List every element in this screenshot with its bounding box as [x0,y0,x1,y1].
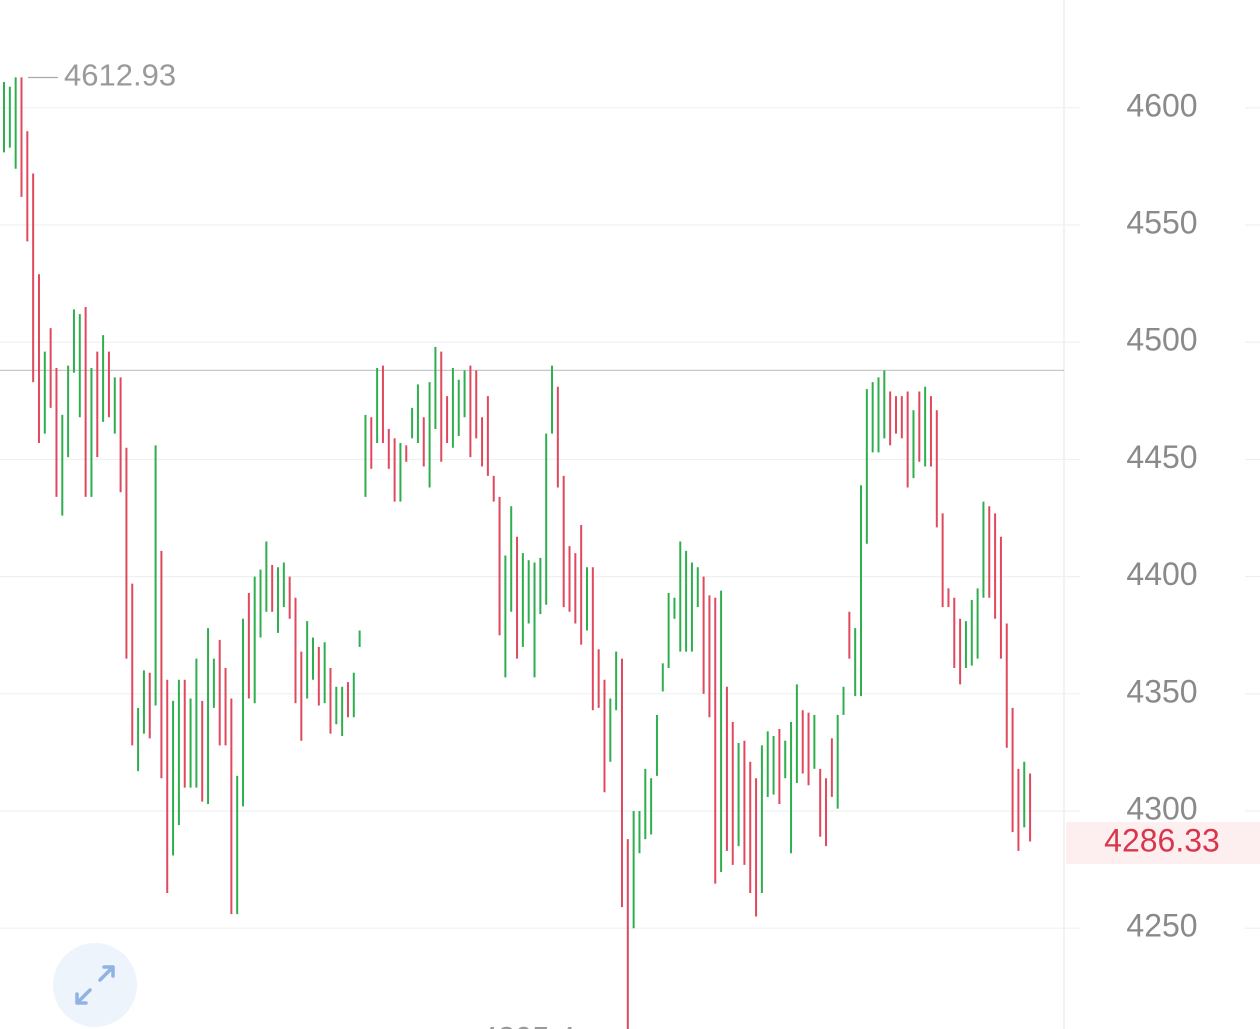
bars [3,77,1032,1029]
y-tick-label: 4400 [1126,556,1197,592]
last-price-bg [1066,822,1260,865]
expand-button[interactable] [53,943,137,1027]
y-tick-label: 4350 [1126,673,1197,709]
y-tick-label: 4550 [1126,204,1197,240]
y-tick-label: 4250 [1126,908,1197,944]
grid [0,107,1260,929]
expand-icon[interactable] [75,965,115,1005]
last-price-label: 4286.33 [1104,823,1220,859]
min-label: 4205.4 [481,1020,576,1029]
max-label: 4612.93 [64,58,176,93]
y-tick-label: 4450 [1126,439,1197,475]
labels: 4250 4300 4350 4400 4450 4500 4550 4600 4612.93 4… [28,58,1260,1029]
expand-button-bg[interactable] [53,943,137,1027]
y-tick-label: 4300 [1126,790,1197,826]
y-tick-label: 4600 [1126,87,1197,123]
y-tick-label: 4500 [1126,322,1197,358]
